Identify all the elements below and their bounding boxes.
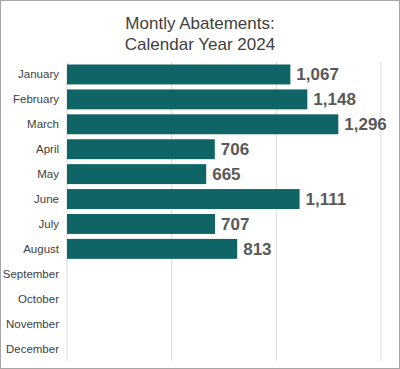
bar	[67, 139, 215, 159]
subtitle: Calendar Year 2024	[125, 35, 275, 54]
bar	[67, 89, 307, 109]
category-label: January	[18, 68, 59, 80]
chart: Montly Abatements: Calendar Year 2024 Janu…	[0, 0, 400, 369]
category-label: October	[18, 293, 59, 305]
category-label: March	[27, 118, 59, 130]
category-label: April	[36, 143, 59, 155]
category-label: August	[23, 243, 60, 255]
category-label: July	[39, 218, 60, 230]
bar	[67, 214, 215, 234]
bar	[67, 189, 300, 209]
frame	[1, 1, 400, 369]
bar	[67, 64, 290, 84]
bar	[67, 239, 237, 259]
grid-line	[381, 62, 382, 361]
data-label: 707	[221, 215, 249, 234]
category-label: June	[34, 193, 59, 205]
category-label: December	[6, 343, 59, 355]
bar	[67, 164, 206, 184]
data-label: 665	[212, 165, 240, 184]
data-label: 1,148	[313, 90, 356, 109]
data-label: 813	[243, 240, 271, 259]
data-label: 1,111	[306, 190, 347, 209]
category-label: February	[13, 93, 59, 105]
data-label: 1,296	[344, 115, 387, 134]
title: Montly Abatements:	[125, 14, 274, 33]
bar	[67, 114, 338, 134]
category-label: November	[6, 318, 59, 330]
bars	[67, 64, 338, 258]
data-label: 706	[221, 140, 249, 159]
category-label: May	[37, 168, 59, 180]
category-label: September	[3, 268, 59, 280]
data-label: 1,067	[296, 65, 339, 84]
